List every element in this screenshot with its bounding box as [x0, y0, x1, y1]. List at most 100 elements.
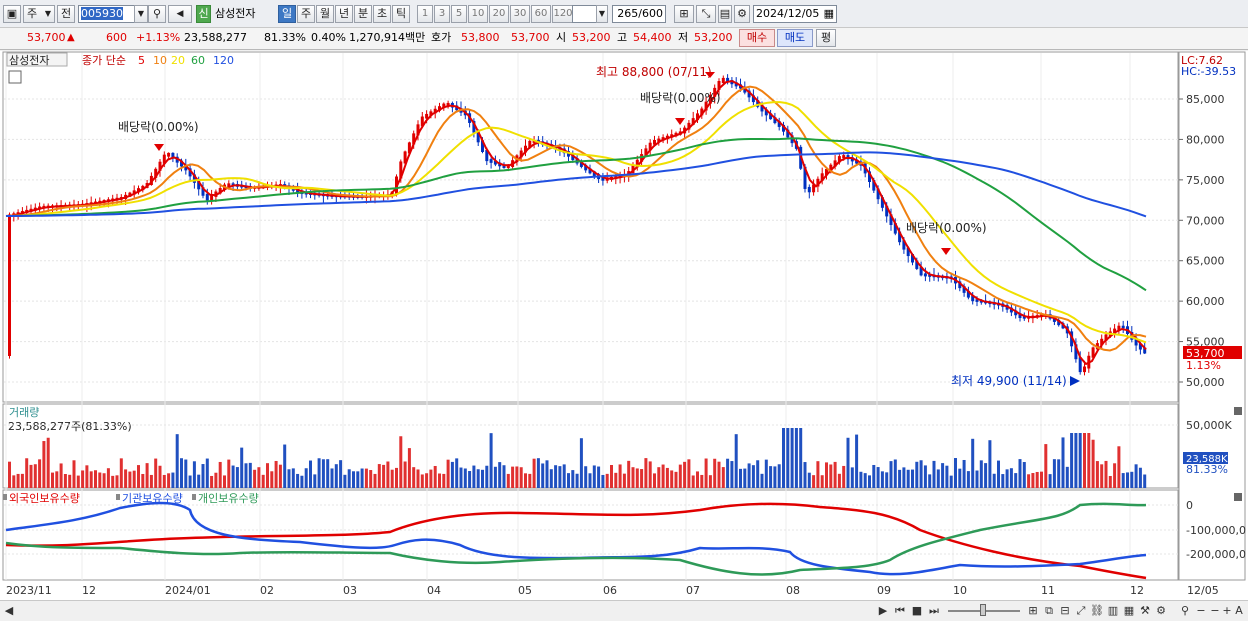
volume-tick-label: 50,000K: [1186, 419, 1232, 432]
code-dropdown-button[interactable]: ▼: [134, 5, 148, 23]
interval-button[interactable]: 3: [434, 5, 450, 23]
chart-tools-icon[interactable]: ⊞: [674, 5, 694, 23]
grid-icon[interactable]: ▦: [1123, 604, 1135, 617]
chart-type-icon[interactable]: ▥: [1107, 604, 1119, 617]
dividend-annotation: 배당락(0.00%): [640, 91, 721, 105]
candle: [567, 151, 570, 157]
ma-legend-item[interactable]: 20: [171, 54, 185, 67]
interval-button[interactable]: 5: [451, 5, 467, 23]
first-icon[interactable]: ⏮: [895, 604, 905, 617]
volume-bar: [528, 473, 532, 488]
period-button[interactable]: 분: [354, 5, 372, 23]
count-input[interactable]: 265/600: [612, 5, 666, 23]
interval-button[interactable]: 20: [489, 5, 509, 23]
blank-dropdown-button[interactable]: ▼: [596, 5, 608, 23]
buy-button[interactable]: 매수: [739, 29, 775, 47]
period-button[interactable]: 초: [373, 5, 391, 23]
x-tick-label: 12: [82, 584, 96, 597]
candle: [442, 103, 446, 109]
settings-icon[interactable]: ⚙: [1156, 604, 1166, 617]
interval-button[interactable]: 30: [510, 5, 530, 23]
close-icon[interactable]: [1234, 493, 1242, 501]
volume-bar: [472, 465, 476, 488]
volume-bar: [317, 458, 321, 488]
zoom-fit-icon[interactable]: ⊞: [1028, 604, 1038, 617]
volume-bar: [601, 474, 605, 488]
draw-tools-icon[interactable]: ⤡: [696, 5, 716, 23]
stock-code-value: 005930: [81, 7, 123, 20]
high-price: 54,400: [633, 31, 672, 44]
minus-icon[interactable]: −: [1210, 604, 1220, 617]
interval-button[interactable]: 120: [552, 5, 574, 23]
candle: [180, 160, 183, 167]
sell-button[interactable]: 매도: [777, 29, 813, 47]
period-select[interactable]: 주 ▼: [23, 5, 55, 23]
magnify-icon[interactable]: ⚲: [1180, 604, 1190, 617]
volume-bar: [450, 461, 454, 488]
ma-legend-item[interactable]: 5: [138, 54, 145, 67]
stock-tag-box[interactable]: [6, 52, 68, 67]
chart-menu-icon[interactable]: ▣: [3, 5, 21, 23]
volume-bar: [1091, 439, 1095, 488]
chart-svg[interactable]: 85,000 80,000 75,000 70,000 65,000 60,000 55,0…: [0, 51, 1248, 603]
volume-bar: [674, 471, 678, 488]
palette-icon[interactable]: ⚒: [1140, 604, 1150, 617]
speaker-icon[interactable]: ◀: [168, 5, 192, 23]
volume-bar: [481, 469, 484, 488]
scroll-right-icon[interactable]: ▶: [878, 604, 888, 617]
bid-price: 53,700: [511, 31, 550, 44]
volume-bar: [485, 465, 489, 488]
zoom-in-icon[interactable]: +: [1222, 604, 1232, 617]
candle: [197, 180, 201, 190]
volume-bar: [270, 471, 274, 488]
volume-bar: [777, 464, 781, 488]
compare-icon[interactable]: ▤: [718, 5, 732, 23]
holding-legend-item[interactable]: 기관보유수량: [122, 492, 183, 505]
link-icon[interactable]: ⛓: [1090, 604, 1104, 617]
zoom-out-icon[interactable]: −: [1196, 604, 1206, 617]
candle: [661, 137, 665, 141]
holding-legend-item[interactable]: 개인보유수량: [198, 492, 259, 505]
ma-legend-item[interactable]: 60: [191, 54, 205, 67]
period-button[interactable]: 주: [297, 5, 315, 23]
period-button[interactable]: 일: [278, 5, 296, 23]
holding-legend-item[interactable]: 외국인보유수량: [9, 492, 80, 505]
volume-bar: [846, 437, 850, 488]
ma-legend-item[interactable]: 10: [153, 54, 167, 67]
date-input[interactable]: 2024/12/05 ▦: [753, 5, 837, 23]
stock-code-input[interactable]: 005930: [78, 5, 136, 23]
candle: [1100, 338, 1104, 346]
candle: [1134, 337, 1138, 346]
tool-icon[interactable]: ⊟: [1060, 604, 1070, 617]
font-size-icon[interactable]: A: [1235, 604, 1243, 617]
volume-bar: [954, 458, 957, 488]
chart-scrollbar[interactable]: ◀ ▶ ⏮ ■ ⏭ ⊞ ⧉ ⊟ ⤢ ⛓ ▥ ▦ ⚒ ⚙ ⚲ − − + A: [0, 600, 1248, 621]
scroll-left-icon[interactable]: ◀: [4, 604, 14, 617]
search-icon[interactable]: ⚲: [148, 5, 166, 23]
close-icon[interactable]: [1234, 407, 1242, 415]
period-button[interactable]: 틱: [392, 5, 410, 23]
stop-icon[interactable]: ■: [911, 604, 923, 617]
candle: [132, 190, 136, 195]
price-tick-label: 80,000: [1186, 133, 1225, 146]
prev-button[interactable]: 전: [57, 5, 75, 23]
calendar-icon[interactable]: ▦: [823, 7, 834, 20]
ma-legend-item[interactable]: 120: [213, 54, 234, 67]
volume-bar: [704, 458, 708, 488]
period-button[interactable]: 월: [316, 5, 334, 23]
volume-bar: [984, 463, 988, 488]
calc-icon[interactable]: [8, 70, 22, 84]
period-button[interactable]: 년: [335, 5, 353, 23]
interval-button[interactable]: 1: [417, 5, 433, 23]
gear-icon[interactable]: ⚙: [734, 5, 750, 23]
interval-button[interactable]: 60: [531, 5, 551, 23]
last-icon[interactable]: ⏭: [929, 604, 939, 617]
volume-bar: [1014, 473, 1018, 488]
average-button[interactable]: 평: [816, 29, 836, 47]
interval-button[interactable]: 10: [468, 5, 488, 23]
zoom-slider-thumb[interactable]: [980, 604, 986, 616]
candle: [416, 124, 420, 136]
chart-area[interactable]: 85,000 80,000 75,000 70,000 65,000 60,000 55,0…: [0, 51, 1248, 603]
copy-icon[interactable]: ⧉: [1045, 604, 1053, 617]
expand-icon[interactable]: ⤢: [1076, 604, 1086, 617]
